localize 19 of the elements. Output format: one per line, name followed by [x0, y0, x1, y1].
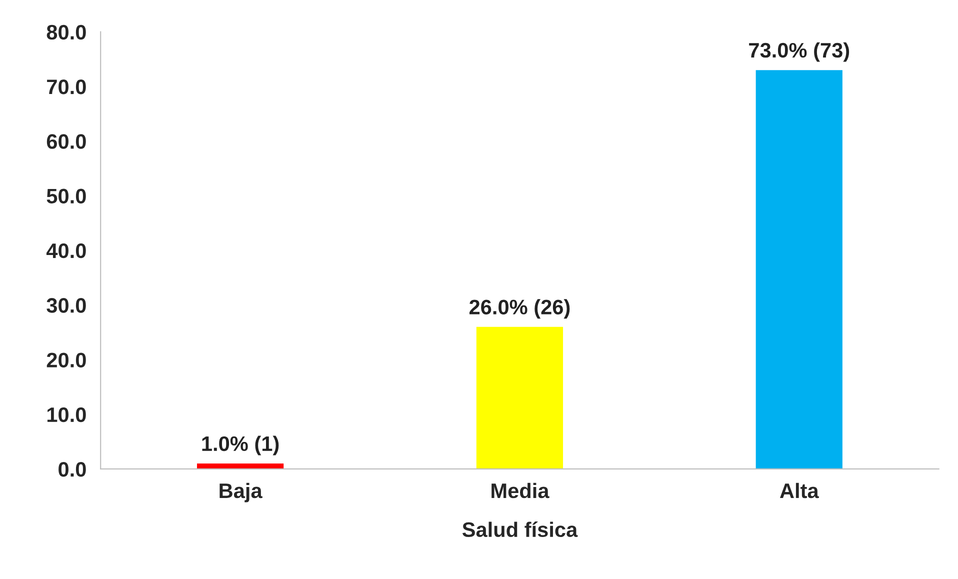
y-tick-label: 70.0 [47, 79, 86, 94]
y-tick-label: 20.0 [46, 352, 86, 368]
data-label: 1.0% (1) [202, 436, 279, 456]
y-tick-label: 0.0 [58, 462, 86, 477]
y-tick-label: 40.0 [46, 243, 86, 258]
y-tick-label: 50.0 [46, 188, 86, 204]
bar [756, 70, 842, 469]
data-label: 73.0% (73) [749, 42, 850, 62]
y-tick-label: 80.0 [46, 24, 86, 40]
bar [476, 326, 564, 469]
x-tick-label: Media [492, 482, 550, 498]
x-axis-title: Salud física [462, 522, 578, 538]
y-tick-label: 30.0 [46, 298, 86, 313]
x-tick-label: Alta [780, 482, 819, 498]
y-tick-label: 10.0 [47, 407, 86, 422]
bar [196, 464, 284, 469]
x-tick-label: Baja [220, 482, 262, 502]
data-label: 26.0% (26) [469, 299, 570, 319]
y-tick-label: 60.0 [46, 134, 86, 149]
